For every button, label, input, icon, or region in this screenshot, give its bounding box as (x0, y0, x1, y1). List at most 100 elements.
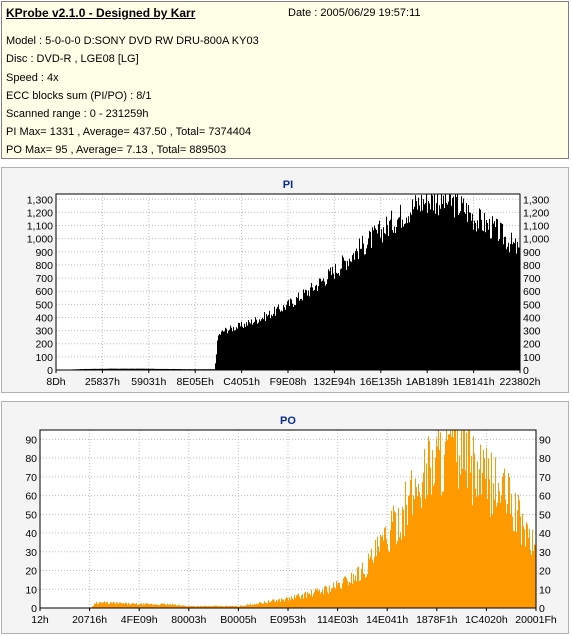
pi-bar (371, 247, 372, 370)
po-bar (514, 531, 515, 608)
pi-bar (291, 299, 292, 370)
pi-bar (507, 246, 508, 370)
pi-bar (512, 244, 513, 370)
pi-bar (250, 323, 251, 370)
po-bar (327, 591, 328, 608)
pi-bar (420, 211, 421, 370)
pi-y-tick-left: 500 (35, 299, 53, 311)
po-bar (307, 591, 308, 608)
po-bar (357, 567, 358, 608)
po-bar (377, 536, 378, 608)
pi-bar (266, 313, 267, 370)
pi-bar (274, 306, 275, 370)
po-bar (379, 551, 380, 608)
po-bar (352, 583, 353, 608)
pi-bar (267, 316, 268, 370)
pi-chart-panel: PI 0 0 100 100 200 200 300 300 400 400 500 500 600 600… (1, 167, 569, 393)
po-y-tick-right: 80 (539, 453, 551, 465)
po-bar (108, 604, 109, 608)
po-y-tick-left: 50 (25, 509, 37, 521)
pi-x-tick-label: 223802h (500, 376, 541, 388)
pi-bar (124, 368, 125, 370)
po-bar (410, 480, 411, 608)
pi-bar (425, 203, 426, 370)
pi-bar (340, 269, 341, 370)
po-bar (489, 479, 490, 608)
pi-bar (315, 285, 316, 370)
pi-bar (439, 205, 440, 370)
pi-bar (401, 227, 402, 370)
po-bar (237, 606, 238, 608)
pi-bar (260, 321, 261, 370)
po-bar (416, 487, 417, 608)
pi-bar (513, 241, 514, 370)
po-bar (215, 605, 216, 608)
pi-bar (404, 224, 405, 370)
pi-bar (164, 368, 165, 370)
pi-bar (409, 222, 410, 370)
pi-bar (393, 232, 394, 370)
po-bar (296, 595, 297, 608)
po-bar (482, 472, 483, 608)
pi-bar (215, 363, 216, 370)
po-y-tick-left: 90 (25, 434, 37, 446)
pi-bar (323, 278, 324, 370)
po-bar (177, 605, 178, 608)
pi-bar (148, 368, 149, 370)
po-bar (525, 546, 526, 608)
pi-bar (224, 331, 225, 370)
po-bar (106, 602, 107, 608)
po-bar (510, 513, 511, 608)
po-bar (407, 525, 408, 608)
pi-bar (381, 229, 382, 370)
po-bar (300, 598, 301, 608)
po-bar (498, 482, 499, 608)
po-chart-panel: PO 0 0 10 10 20 20 30 30 40 40 50 50 60 60 70 70 80 80 90 90… (1, 401, 569, 634)
po-bar (330, 591, 331, 608)
pi-bar (351, 261, 352, 370)
po-bar (299, 596, 300, 608)
pi-y-tick-left: 1,000 (27, 234, 53, 246)
po-bar (291, 596, 292, 608)
pi-bar (129, 368, 130, 370)
po-bar (467, 487, 468, 608)
pi-bar (446, 202, 447, 370)
po-bar (516, 532, 517, 608)
pi-bar (278, 304, 279, 370)
pi-bar (441, 194, 442, 370)
pi-bar (469, 212, 470, 370)
po-bar (282, 599, 283, 608)
pi-bar (178, 368, 179, 370)
po-bar (466, 432, 467, 608)
pi-bar (432, 195, 433, 370)
pi-bar (473, 229, 474, 370)
pi-bar (479, 208, 480, 370)
po-bar (310, 595, 311, 608)
pi-bar (417, 209, 418, 370)
po-bar (479, 469, 480, 608)
pi-bar (301, 298, 302, 370)
pi-bar (125, 368, 126, 370)
po-bar (386, 539, 387, 608)
po-bar (366, 576, 367, 608)
pi-bar (254, 321, 255, 370)
pi-x-tick-label: 1E8141h (453, 376, 495, 388)
pi-x-tick-label: 132E94h (313, 376, 355, 388)
po-bar (434, 483, 435, 608)
pi-bar (341, 268, 342, 370)
po-bar (414, 499, 415, 608)
po-bar (269, 601, 270, 608)
pi-bar (247, 325, 248, 370)
pi-bar (455, 194, 456, 370)
pi-bar (330, 267, 331, 370)
pi-bar (256, 319, 257, 370)
po-bar (113, 601, 114, 608)
pi-bar (448, 201, 449, 370)
pi-x-tick-label: 8E05Eh (177, 376, 215, 388)
po-bar (134, 603, 135, 608)
po-bar (201, 605, 202, 608)
pi-bar (428, 200, 429, 370)
po-bar (449, 434, 450, 608)
po-bar (373, 563, 374, 608)
pi-bar (219, 334, 220, 370)
